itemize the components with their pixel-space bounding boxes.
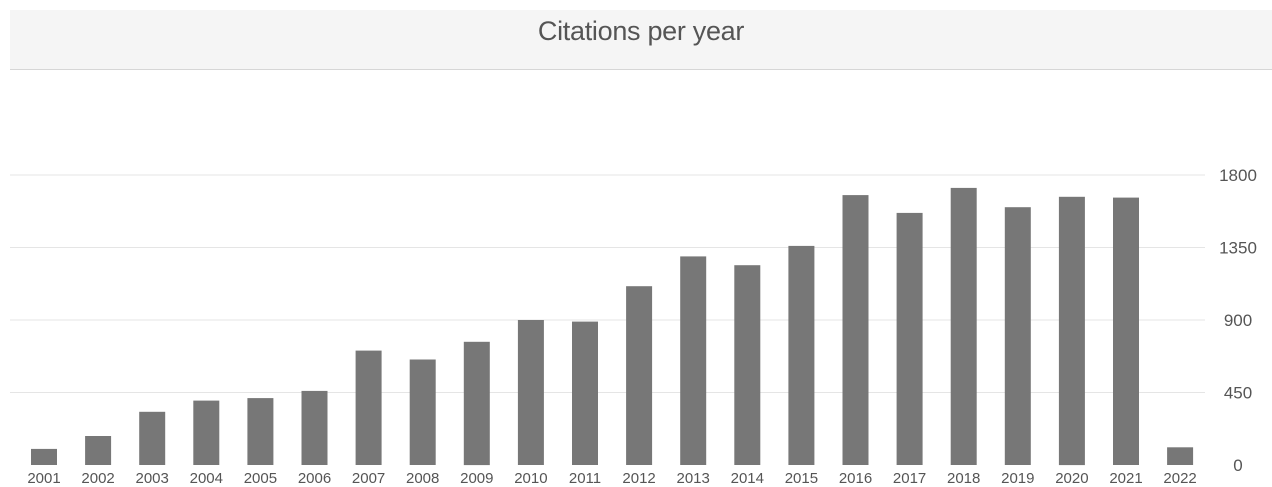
x-tick-label: 2019 (1001, 470, 1034, 487)
bar-2008 (409, 359, 436, 465)
x-tick-label: 2002 (81, 470, 114, 487)
x-tick-label: 2005 (244, 470, 277, 487)
x-tick-label: 2012 (622, 470, 655, 487)
x-tick-label: 2009 (460, 470, 493, 487)
bar-2020 (1058, 196, 1085, 466)
x-tick-label: 2018 (947, 470, 980, 487)
bar-2004 (193, 400, 220, 465)
x-tick-label: 2022 (1163, 470, 1196, 487)
x-tick-label: 2001 (27, 470, 60, 487)
x-tick-label: 2008 (406, 470, 439, 487)
x-tick-label: 2006 (298, 470, 331, 487)
x-tick-label: 2003 (136, 470, 169, 487)
bar-2022 (1167, 447, 1194, 465)
bar-2010 (517, 320, 544, 465)
x-tick-label: 2011 (569, 470, 601, 487)
x-tick-label: 2014 (731, 470, 764, 487)
y-tick-label: 450 (1224, 384, 1252, 403)
y-tick-label: 1800 (1219, 166, 1257, 185)
bar-2017 (896, 212, 923, 465)
bar-2016 (842, 195, 869, 465)
bar-2019 (1004, 207, 1031, 465)
x-tick-label: 2020 (1055, 470, 1088, 487)
bar-2013 (680, 256, 707, 465)
bar-2007 (355, 350, 382, 465)
bars (31, 187, 1194, 466)
bar-2003 (139, 411, 166, 465)
bar-2021 (1113, 197, 1139, 465)
bar-2006 (301, 390, 328, 465)
y-axis-labels: 0 450 900 1350 1800 (1219, 166, 1257, 475)
x-tick-label: 2017 (893, 470, 926, 487)
y-tick-label: 0 (1233, 456, 1242, 475)
bar-2002 (85, 436, 112, 465)
chart-header: Citations per year (10, 10, 1272, 70)
bar-2011 (572, 321, 598, 465)
x-tick-label: 2016 (839, 470, 872, 487)
x-tick-label: 2007 (352, 470, 385, 487)
bar-2005 (247, 398, 274, 465)
bar-2014 (734, 265, 761, 465)
x-tick-label: 2021 (1109, 470, 1142, 487)
y-tick-label: 1350 (1219, 239, 1257, 258)
x-tick-label: 2010 (514, 470, 547, 487)
bar-2015 (788, 245, 815, 465)
chart-title: Citations per year (537, 16, 745, 46)
x-tick-label: 2015 (785, 470, 818, 487)
x-axis-labels: 2001 2002 2003 2004 2005 2006 2007 2008 2009 2010… (27, 470, 1196, 487)
bar-2018 (950, 187, 977, 465)
x-tick-label: 2004 (190, 470, 223, 487)
bar-2001 (31, 448, 57, 465)
bar-2012 (626, 286, 653, 465)
bar-2009 (463, 341, 490, 466)
x-tick-label: 2013 (677, 470, 710, 487)
y-tick-label: 900 (1224, 311, 1252, 330)
